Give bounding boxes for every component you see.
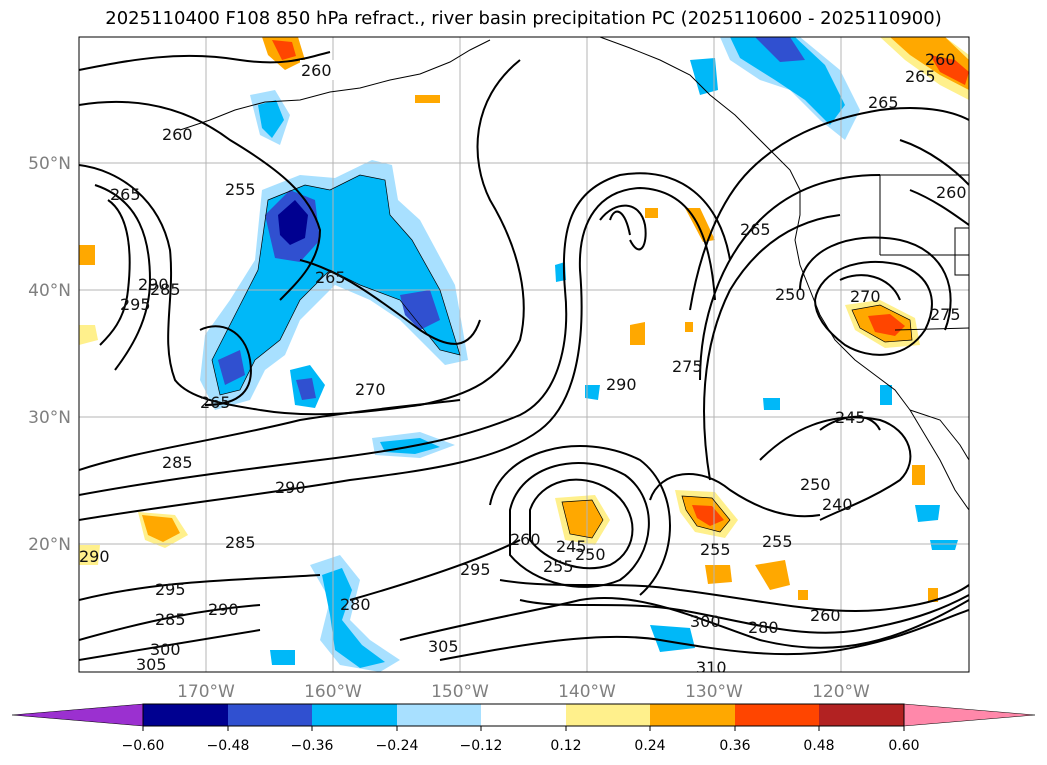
colorbar: −0.60 −0.48 −0.36 −0.24 −0.12 0.12 0.24 … xyxy=(11,703,1036,754)
lat-label: 50°N xyxy=(28,154,71,174)
colorbar-tick-label: 0.24 xyxy=(634,738,665,754)
colorbar-segment xyxy=(650,704,735,726)
negative-shading xyxy=(200,37,958,672)
colorbar-tick-label: −0.48 xyxy=(207,738,250,754)
contour-label: 260 xyxy=(810,606,841,625)
colorbar-tick-label: −0.60 xyxy=(122,738,165,754)
contour-label: 290 xyxy=(606,375,637,394)
shading-outlines xyxy=(211,174,913,539)
lon-label: 150°W xyxy=(431,682,489,702)
contour-label: 240 xyxy=(822,495,853,514)
contour-label: 250 xyxy=(800,475,831,494)
colorbar-tick-label: 0.60 xyxy=(888,738,919,754)
map-title: 2025110400 F108 850 hPa refract., river … xyxy=(105,8,942,29)
colorbar-segment xyxy=(481,704,566,726)
contour-label: 255 xyxy=(700,540,731,559)
colorbar-ticks xyxy=(142,726,905,731)
contour-label: 250 xyxy=(775,285,806,304)
contour-label: 270 xyxy=(850,287,881,306)
colorbar-tick-label: −0.12 xyxy=(460,738,503,754)
lon-label: 140°W xyxy=(558,682,616,702)
contour-label: 255 xyxy=(543,557,574,576)
contour-label: 285 xyxy=(150,280,181,299)
colorbar-segment xyxy=(228,704,312,726)
latitude-labels: 50°N 40°N 30°N 20°N xyxy=(28,154,71,555)
contour-label: 250 xyxy=(575,545,606,564)
contour-label: 285 xyxy=(162,453,193,472)
contour-label: 295 xyxy=(155,580,186,599)
contour-label: 260 xyxy=(162,125,193,144)
contour-label: 300 xyxy=(690,612,721,631)
contour-label: 290 xyxy=(208,600,239,619)
contour-label: 265 xyxy=(200,393,231,412)
colorbar-tick-label: 0.12 xyxy=(550,738,581,754)
contour-label: 265 xyxy=(868,93,899,112)
contour-label: 290 xyxy=(275,478,306,497)
contour-label: 280 xyxy=(748,618,779,637)
contour-label: 305 xyxy=(428,637,459,656)
contour-label: 255 xyxy=(225,180,256,199)
contour-label: 290 xyxy=(138,275,169,294)
contour-label: 265 xyxy=(315,268,346,287)
lat-label: 40°N xyxy=(28,281,71,301)
contour-label: 275 xyxy=(930,305,961,324)
refractivity-contours xyxy=(79,51,969,661)
contour-label: 265 xyxy=(110,185,141,204)
contour-label: 255 xyxy=(762,532,793,551)
contour-label: 260 xyxy=(936,183,967,202)
colorbar-tick-label: −0.36 xyxy=(291,738,334,754)
lon-label: 160°W xyxy=(304,682,362,702)
colorbar-tick-label: 0.36 xyxy=(719,738,750,754)
contour-label: 270 xyxy=(355,380,386,399)
contour-label: 285 xyxy=(225,533,256,552)
lat-label: 30°N xyxy=(28,408,71,428)
colorbar-segment xyxy=(397,704,481,726)
coastlines xyxy=(179,37,969,511)
lon-label: 170°W xyxy=(177,682,235,702)
colorbar-segment xyxy=(819,704,904,726)
contour-label: 295 xyxy=(460,560,491,579)
contour-label: 310 xyxy=(696,658,727,677)
contour-label: 245 xyxy=(835,408,866,427)
contour-label: 295 xyxy=(120,295,151,314)
colorbar-frame xyxy=(142,703,905,727)
contour-label: 260 xyxy=(925,50,956,69)
colorbar-segment xyxy=(11,703,144,727)
contour-label: 245 xyxy=(556,537,587,556)
contour-label: 280 xyxy=(340,595,371,614)
contour-label: 265 xyxy=(905,67,936,86)
contour-label: 285 xyxy=(155,610,186,629)
lat-label: 20°N xyxy=(28,535,71,555)
contour-label: 265 xyxy=(740,220,771,239)
colorbar-segment xyxy=(735,704,819,726)
colorbar-tick-label: −0.24 xyxy=(376,738,419,754)
contour-label: 290 xyxy=(79,547,110,566)
colorbar-segment xyxy=(566,704,650,726)
map-plot-area: 260 260 265 255 260 265 290 295 285 270 … xyxy=(79,37,969,677)
contour-label: 260 xyxy=(510,530,541,549)
colorbar-segment xyxy=(312,704,397,726)
contour-label: 275 xyxy=(672,357,703,376)
colorbar-tick-label: 0.48 xyxy=(803,738,834,754)
contour-label: 260 xyxy=(301,61,332,80)
colorbar-segment xyxy=(143,704,228,726)
positive-shading xyxy=(79,37,969,602)
contour-label: 305 xyxy=(136,655,167,674)
lon-label: 120°W xyxy=(812,682,870,702)
longitude-labels: 170°W 160°W 150°W 140°W 130°W 120°W xyxy=(177,682,870,702)
contour-label: 300 xyxy=(150,640,181,659)
plot-frame xyxy=(78,36,970,673)
lon-label: 130°W xyxy=(685,682,743,702)
contour-labels: 260 260 265 255 260 265 290 295 285 270 … xyxy=(79,50,967,677)
colorbar-segment xyxy=(903,703,1036,727)
